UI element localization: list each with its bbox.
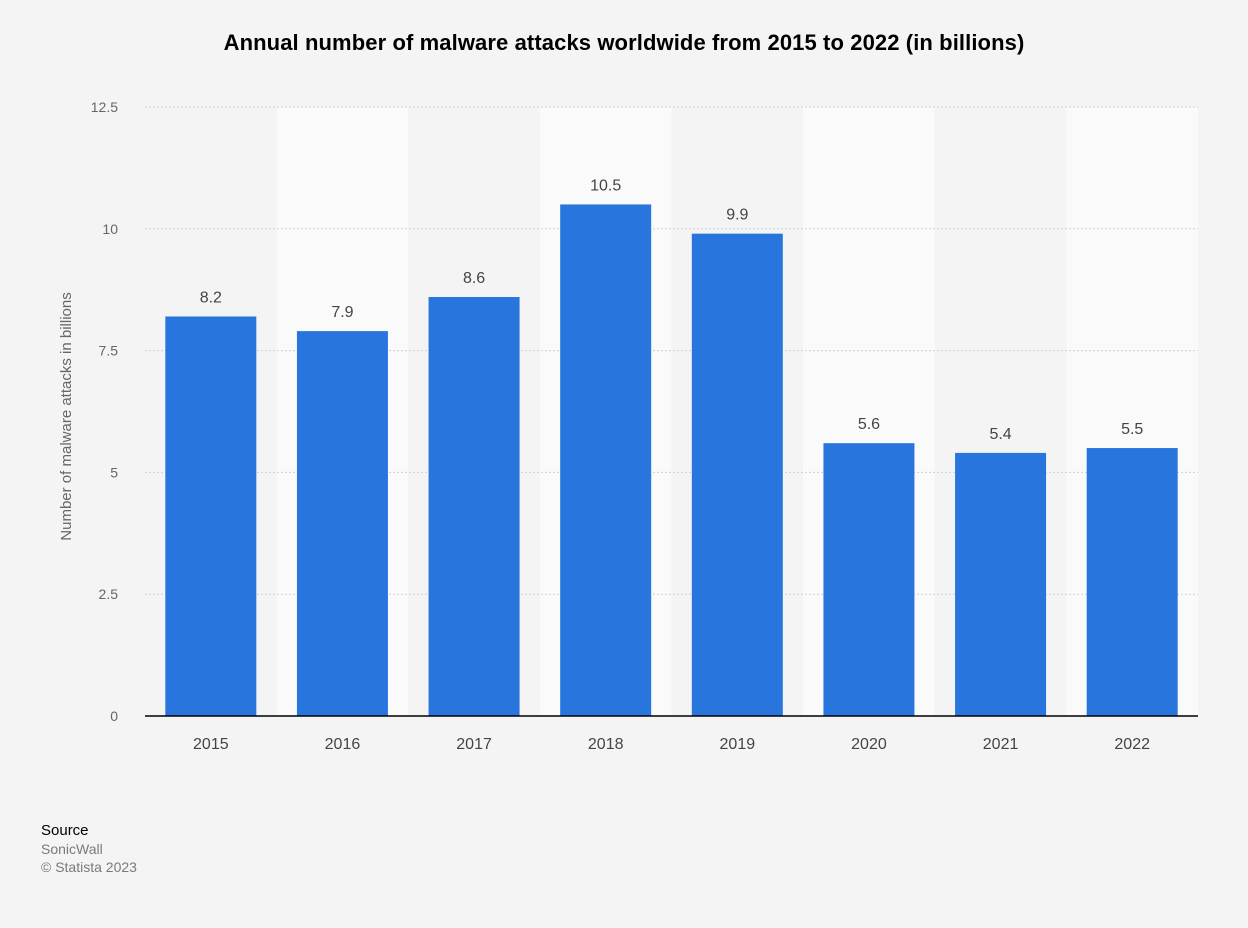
bar-2021 xyxy=(955,452,1047,716)
source-block: Source SonicWall © Statista 2023 xyxy=(41,822,137,876)
x-tick-label-2019: 2019 xyxy=(720,736,756,753)
x-tick-label-2016: 2016 xyxy=(325,736,361,753)
bar-2018 xyxy=(560,204,652,716)
x-tick-label-2015: 2015 xyxy=(193,736,229,753)
y-tick-labels: 0 2.5 5 7.5 10 12.5 xyxy=(91,99,118,724)
x-tick-label-2018: 2018 xyxy=(588,736,624,753)
value-label-2016: 7.9 xyxy=(331,304,353,321)
chart-title: Annual number of malware attacks worldwi… xyxy=(223,30,1025,55)
value-label-2017: 8.6 xyxy=(463,270,485,287)
value-label-2018: 10.5 xyxy=(590,177,621,194)
y-tick-label: 2.5 xyxy=(99,586,119,602)
bar-2017 xyxy=(428,297,520,716)
value-label-2019: 9.9 xyxy=(726,207,748,224)
x-tick-label-2020: 2020 xyxy=(851,736,887,753)
x-tick-label-2022: 2022 xyxy=(1114,736,1150,753)
x-tick-labels: 2015 2016 2017 2018 2019 2020 2021 2022 xyxy=(193,736,1150,753)
y-tick-label: 7.5 xyxy=(99,343,119,359)
bar-chart: 8.2 7.9 8.6 10.5 9.9 5.6 5.4 5.5 0 2.5 5 7.5 10 12.5… xyxy=(58,99,1198,753)
value-label-2022: 5.5 xyxy=(1121,421,1143,438)
copyright: © Statista 2023 xyxy=(41,859,137,875)
y-axis-label: Number of malware attacks in billions xyxy=(58,292,75,540)
y-tick-label: 10 xyxy=(102,221,118,237)
x-tick-label-2017: 2017 xyxy=(456,736,492,753)
value-label-2020: 5.6 xyxy=(858,416,880,433)
x-tick-label-2021: 2021 xyxy=(983,736,1019,753)
bar-2020 xyxy=(823,443,915,716)
y-tick-label: 5 xyxy=(110,464,118,480)
bar-2019 xyxy=(691,233,783,716)
value-labels: 8.2 7.9 8.6 10.5 9.9 5.6 5.4 5.5 xyxy=(200,177,1144,442)
y-tick-label: 12.5 xyxy=(91,99,118,115)
source-label: Source xyxy=(41,822,89,839)
value-label-2021: 5.4 xyxy=(989,426,1011,443)
bar-2016 xyxy=(296,331,388,716)
y-tick-label: 0 xyxy=(110,708,118,724)
value-label-2015: 8.2 xyxy=(200,289,222,306)
bars xyxy=(165,204,1178,716)
source-name: SonicWall xyxy=(41,841,103,857)
bar-2015 xyxy=(165,316,257,716)
bar-2022 xyxy=(1086,448,1178,716)
